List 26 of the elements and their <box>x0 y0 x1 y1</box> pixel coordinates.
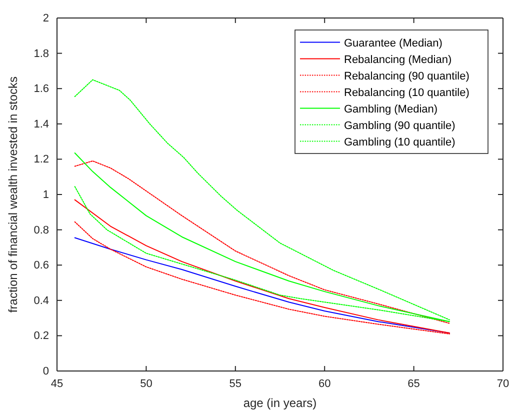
y-tick-label: 0 <box>42 366 49 378</box>
x-tick-label: 45 <box>50 378 64 390</box>
legend-label: Gambling (Median) <box>344 103 438 116</box>
legend-label: Gambling (10 quantile) <box>344 136 456 148</box>
legend-label: Rebalancing (Median) <box>344 54 452 66</box>
y-tick-label: 1.8 <box>34 48 49 60</box>
y-tick-label: 2 <box>42 12 49 25</box>
x-tick-label: 70 <box>496 378 510 390</box>
legend-label: Rebalancing (90 quantile) <box>344 70 470 82</box>
y-tick-label: 1 <box>42 189 49 202</box>
y-tick-label: 1.6 <box>34 83 49 96</box>
x-tick-label: 55 <box>229 378 242 390</box>
x-tick-label: 60 <box>318 378 331 390</box>
x-axis-title: age (in years) <box>243 396 317 410</box>
y-tick-label: 1.4 <box>34 118 49 130</box>
y-tick-label: 0.4 <box>34 294 49 307</box>
legend-label: Rebalancing (10 quantile) <box>344 86 470 99</box>
x-tick-label: 65 <box>408 378 420 390</box>
y-tick-label: 1.2 <box>34 154 49 166</box>
legend-label: Gambling (90 quantile) <box>344 120 456 132</box>
y-tick-label: 0.6 <box>34 260 49 272</box>
legend-label: Guarantee (Median) <box>344 37 442 50</box>
y-tick-label: 0.2 <box>34 330 49 342</box>
y-tick-label: 0.8 <box>34 224 49 236</box>
y-axis-title: fraction of financial wealth invested in stocks <box>6 76 20 313</box>
x-tick-label: 50 <box>140 378 152 390</box>
